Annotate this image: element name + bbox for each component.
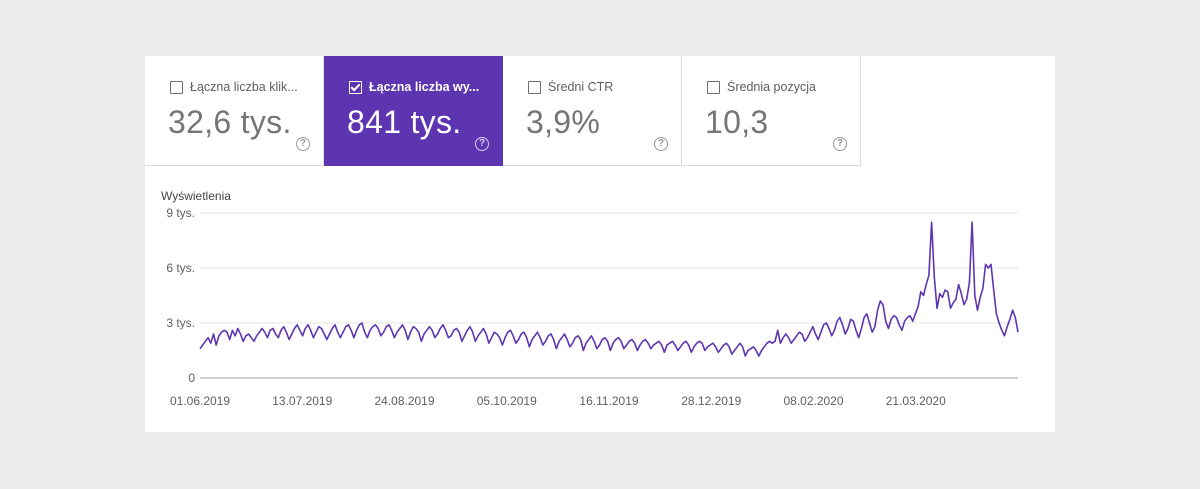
tile-average-ctr[interactable]: Średni CTR 3,9% ?	[503, 56, 682, 166]
tile-value: 32,6 tys.	[168, 104, 292, 140]
checkbox-icon[interactable]	[707, 80, 720, 94]
x-tick-label: 24.08.2019	[374, 394, 434, 408]
series-line-impressions	[199, 221, 1019, 357]
x-tick-label: 08.02.2020	[783, 394, 843, 408]
help-icon[interactable]: ?	[833, 137, 847, 151]
tile-checkbox-row: Łączna liczba wy...	[349, 80, 479, 94]
y-tick-label: 9 tys.	[166, 206, 195, 220]
tile-value: 10,3	[705, 104, 769, 140]
x-tick-label: 05.10.2019	[477, 394, 537, 408]
impressions-line-chart: 0 3 tys. 6 tys. 9 tys. 01.06.2019 13.07.2019 2…	[166, 206, 1019, 408]
tile-average-position[interactable]: Średnia pozycja 10,3 ?	[682, 56, 861, 166]
checkbox-icon[interactable]	[349, 80, 362, 94]
tile-checkbox-row: Średnia pozycja	[707, 80, 816, 94]
x-tick-label: 16.11.2019	[579, 394, 638, 408]
x-tick-label: 21.03.2020	[886, 394, 946, 408]
chart-title: Wyświetlenia	[161, 189, 231, 203]
y-tick-label: 0	[188, 371, 195, 385]
y-tick-label: 6 tys.	[166, 261, 195, 275]
help-icon[interactable]: ?	[475, 137, 489, 151]
y-tick-label: 3 tys.	[166, 316, 195, 330]
tile-total-clicks[interactable]: Łączna liczba klik... 32,6 tys. ?	[145, 56, 324, 166]
metric-tiles: Łączna liczba klik... 32,6 tys. ? Łączna…	[145, 56, 863, 166]
tile-value: 841 tys.	[347, 104, 462, 140]
x-tick-label: 01.06.2019	[170, 394, 230, 408]
tile-checkbox-row: Średni CTR	[528, 80, 613, 94]
tile-total-impressions[interactable]: Łączna liczba wy... 841 tys. ?	[324, 56, 503, 166]
x-tick-label: 13.07.2019	[272, 394, 332, 408]
performance-card: Łączna liczba klik... 32,6 tys. ? Łączna…	[145, 56, 1055, 432]
help-icon[interactable]: ?	[654, 137, 668, 151]
checkbox-icon[interactable]	[528, 80, 541, 94]
x-tick-label: 28.12.2019	[681, 394, 741, 408]
tile-checkbox-row: Łączna liczba klik...	[170, 80, 298, 94]
tile-value: 3,9%	[526, 104, 601, 140]
help-icon[interactable]: ?	[296, 137, 310, 151]
checkbox-icon[interactable]	[170, 80, 183, 94]
